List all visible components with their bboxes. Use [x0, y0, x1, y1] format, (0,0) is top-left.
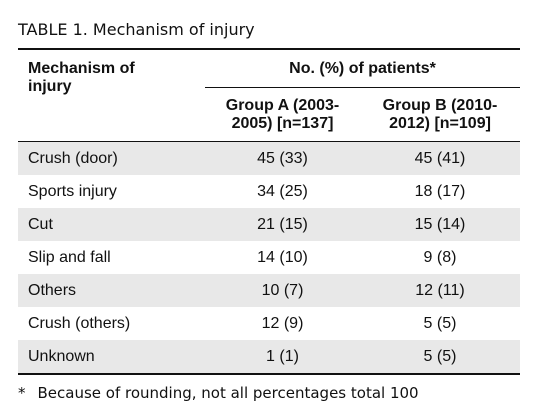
cell: 12 (11): [360, 274, 520, 307]
table-row: Sports injury 34 (25) 18 (17): [18, 175, 520, 208]
cell: 10 (7): [205, 274, 360, 307]
row-label: Unknown: [18, 340, 205, 374]
row-label: Slip and fall: [28, 248, 111, 266]
table-row: Crush (others) 12 (9) 5 (5): [18, 307, 520, 340]
table-row: Unknown 1 (1) 5 (5): [18, 340, 520, 374]
cell: 45 (41): [360, 141, 520, 175]
first-column-header: Mechanism of injury: [18, 49, 205, 142]
row-label: Crush (door): [18, 141, 205, 175]
cell: 12 (9): [261, 314, 304, 332]
row-label: Sports injury: [28, 182, 117, 200]
header-line: 2005) [n=137]: [231, 114, 334, 132]
header-line: 2012) [n=109]: [389, 114, 491, 132]
header-line: Group B (2010-: [382, 96, 498, 114]
footnote-mark: *: [18, 384, 26, 402]
row-label: Others: [18, 274, 205, 307]
table-body: Crush (door) 45 (33) 45 (41) Sports injury 3…: [18, 141, 520, 374]
table-row: Crush (door) 45 (33) 45 (41): [18, 141, 520, 175]
cell: 5 (5): [360, 340, 520, 374]
cell: 18 (17): [414, 182, 466, 200]
table-title: TABLE 1. Mechanism of injury: [18, 20, 255, 39]
header-line: Mechanism of: [28, 60, 135, 77]
footnote: * Because of rounding, not all percentage…: [18, 384, 419, 402]
table-row: Others 10 (7) 12 (11): [18, 274, 520, 307]
column-header: Group A (2003- 2005) [n=137]: [205, 88, 360, 142]
cell: 34 (25): [257, 182, 308, 200]
header-line: injury: [28, 78, 72, 95]
table-row: Cut 21 (15) 15 (14): [18, 208, 520, 241]
cell: 14 (10): [257, 248, 308, 266]
table: Mechanism of injury No. (%) of patients*…: [18, 48, 520, 375]
table-header: Mechanism of injury No. (%) of patients*…: [18, 49, 520, 142]
row-label: Cut: [18, 208, 205, 241]
cell: 21 (15): [205, 208, 360, 241]
row-label: Crush (others): [28, 314, 131, 332]
footnote-text: Because of rounding, not all percentages…: [37, 384, 419, 402]
table-row: Slip and fall 14 (10) 9 (8): [18, 241, 520, 274]
cell: 5 (5): [423, 314, 457, 332]
cell: 45 (33): [205, 141, 360, 175]
group-heading: No. (%) of patients*: [205, 49, 520, 88]
cell: 1 (1): [205, 340, 360, 374]
column-header: Group B (2010- 2012) [n=109]: [360, 88, 520, 142]
cell: 15 (14): [360, 208, 520, 241]
header-line: Group A (2003-: [225, 96, 340, 114]
cell: 9 (8): [423, 248, 457, 266]
